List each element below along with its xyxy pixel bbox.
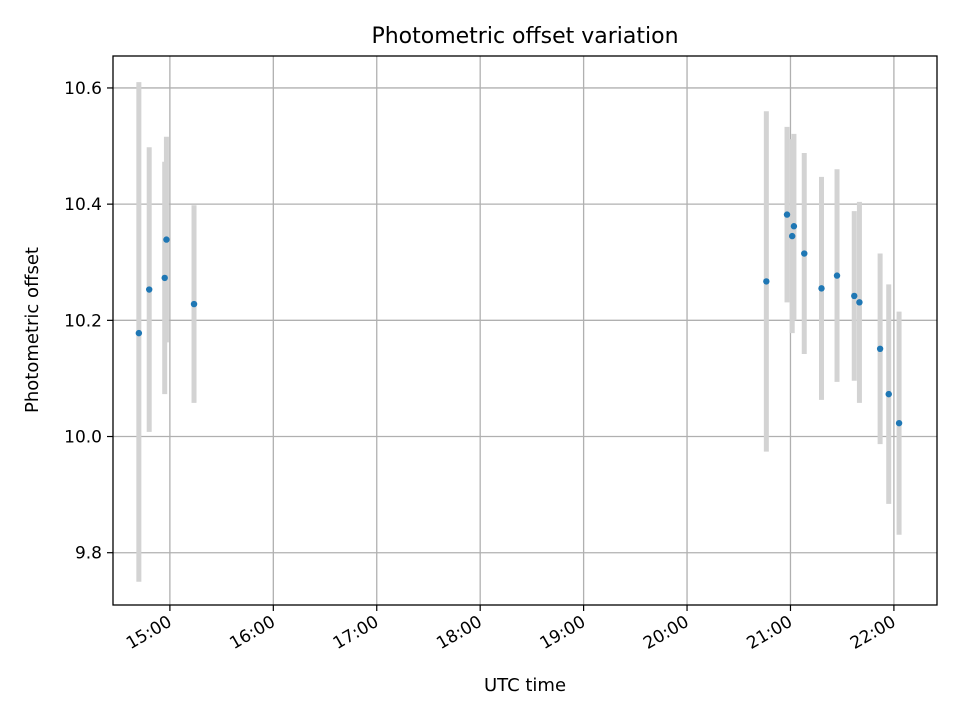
grid-lines: [113, 56, 937, 605]
data-point: [161, 274, 168, 282]
x-tick-label: 17:00: [330, 612, 382, 654]
y-tick-label: 10.6: [64, 79, 102, 99]
data-point: [763, 278, 770, 285]
data-point: [788, 232, 796, 240]
y-tick-label: 10.4: [64, 195, 102, 215]
data-points: [135, 211, 903, 427]
x-tick-label: 15:00: [123, 612, 175, 654]
y-tick-label: 9.8: [75, 544, 102, 564]
data-point: [190, 300, 198, 308]
x-tick-label: 21:00: [744, 612, 796, 654]
plot-frame: [112, 55, 938, 606]
x-tick-label: 16:00: [226, 612, 278, 654]
data-point: [833, 272, 841, 279]
error-bars: [136, 82, 902, 582]
data-point: [163, 236, 170, 243]
x-tick-label: 20:00: [640, 612, 692, 654]
data-point: [856, 299, 863, 306]
x-tick-label: 18:00: [433, 612, 485, 654]
chart-title: Photometric offset variation: [371, 24, 678, 49]
y-axis-label: Photometric offset: [22, 247, 43, 413]
y-tick-label: 10.2: [64, 311, 102, 331]
data-point: [895, 419, 903, 427]
y-tick-label: 10.0: [64, 428, 102, 448]
data-point: [876, 345, 884, 352]
data-point: [790, 223, 798, 230]
data-point: [851, 292, 858, 300]
data-point: [801, 250, 808, 257]
data-point: [885, 390, 892, 398]
data-point: [135, 329, 143, 337]
axis-ticks: 15:00 16:00 17:00 18:00 19:00 20:00 21:00 22:00…: [64, 79, 899, 654]
data-point: [783, 211, 791, 218]
data-point: [146, 286, 153, 293]
x-tick-label: 19:00: [537, 612, 589, 654]
x-axis-label: UTC time: [484, 675, 566, 696]
data-point: [818, 285, 825, 292]
x-tick-label: 22:00: [847, 612, 899, 654]
